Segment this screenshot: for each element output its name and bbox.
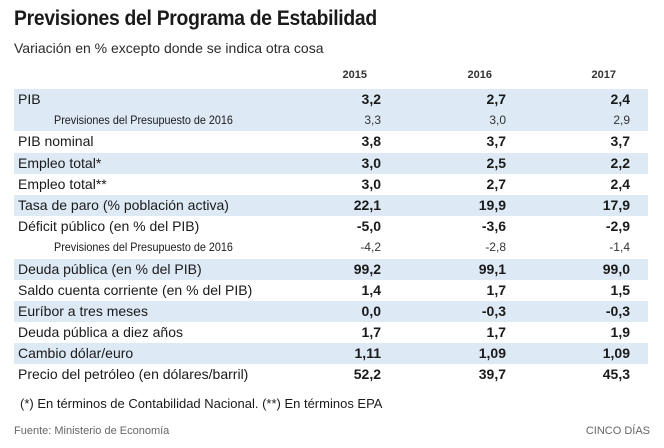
cell-2015: 0,0 <box>361 302 381 319</box>
cell-2017: 99,0 <box>602 260 630 277</box>
row-label: Empleo total* <box>18 154 102 171</box>
row-label: Previsiones del Presupuesto de 2016 <box>54 113 233 128</box>
row-label: PIB <box>18 91 41 107</box>
table-row: Empleo total** 3,0 2,7 2,4 <box>14 174 648 195</box>
cell-2016: 39,7 <box>478 366 506 383</box>
row-label: Deuda pública a diez años <box>18 324 184 341</box>
table-row: Previsiones del Presupuesto de 2016 3,3 … <box>14 110 648 132</box>
table-row: Euríbor a tres meses 0,0 -0,3 -0,3 <box>14 300 648 323</box>
table-row: Tasa de paro (% población activa) 22,1 1… <box>14 194 648 217</box>
cell-2017: -1,4 <box>609 240 630 255</box>
cell-2017: 2,2 <box>610 154 630 171</box>
row-label: PIB nominal <box>18 133 94 150</box>
cell-2015: 1,4 <box>361 281 381 298</box>
cell-2017: 2,9 <box>613 113 630 128</box>
table-row: PIB 3,2 2,7 2,4 <box>14 89 648 111</box>
cell-2016: 3,7 <box>486 133 506 150</box>
row-label: Euríbor a tres meses <box>18 302 148 319</box>
cell-2015: 3,8 <box>361 133 381 150</box>
cell-2016: -0,3 <box>481 302 506 319</box>
cell-2017: -0,3 <box>605 302 630 319</box>
cell-2017: 1,09 <box>602 345 630 362</box>
cell-2016: 2,5 <box>486 154 506 171</box>
cell-2017: 3,7 <box>610 133 630 150</box>
cell-2015: 3,3 <box>364 113 381 128</box>
cell-2016: 3,0 <box>489 113 506 128</box>
cell-2015: 3,0 <box>361 154 381 171</box>
cell-2016: 1,7 <box>486 281 506 298</box>
cell-2017: 17,9 <box>602 196 630 213</box>
row-label: Tasa de paro (% población activa) <box>18 196 229 213</box>
table-row: Precio del petróleo (en dólares/barril) … <box>14 364 648 385</box>
cell-2016: 2,7 <box>486 91 506 107</box>
table-row: Cambio dólar/euro 1,11 1,09 1,09 <box>14 343 648 365</box>
cell-2017: -2,9 <box>605 218 630 235</box>
cell-2017: 1,5 <box>610 281 630 298</box>
row-label: Cambio dólar/euro <box>18 345 134 362</box>
year-header-2017: 2017 <box>591 69 616 81</box>
table-row: Empleo total* 3,0 2,5 2,2 <box>14 152 648 174</box>
cell-2017: 45,3 <box>602 366 630 383</box>
cell-2015: 1,7 <box>361 324 381 341</box>
cell-2016: 99,1 <box>478 260 506 277</box>
year-header-2015: 2015 <box>342 69 367 81</box>
forecast-table: PIB 3,2 2,7 2,4 Previsiones del Presupue… <box>14 89 648 386</box>
cell-2016: -2,8 <box>485 240 506 255</box>
row-label: Empleo total** <box>18 175 107 192</box>
page-subtitle: Variación en % excepto donde se indica o… <box>14 40 324 56</box>
table-row: Deuda pública (en % del PIB) 99,2 99,1 9… <box>14 258 648 280</box>
table-row: Previsiones del Presupuesto de 2016 -4,2… <box>14 237 648 258</box>
cell-2015: 3,2 <box>361 91 381 107</box>
cell-2016: 1,09 <box>478 345 506 362</box>
cell-2015: -4,2 <box>360 240 381 255</box>
row-label: Previsiones del Presupuesto de 2016 <box>54 240 233 255</box>
cell-2015: 99,2 <box>353 260 381 277</box>
cell-2015: 1,11 <box>354 345 381 362</box>
footnote: (*) En términos de Contabilidad Nacional… <box>20 396 383 411</box>
source-credit: Fuente: Ministerio de Economía <box>14 425 170 437</box>
cell-2017: 1,9 <box>610 324 630 341</box>
row-label: Déficit público (en % del PIB) <box>18 218 200 235</box>
row-label: Precio del petróleo (en dólares/barril) <box>18 366 249 383</box>
cell-2016: 2,7 <box>486 175 506 192</box>
cell-2016: 1,7 <box>486 324 506 341</box>
cell-2017: 2,4 <box>610 175 630 192</box>
page-title: Previsiones del Programa de Estabilidad <box>14 7 377 30</box>
table-row: Deuda pública a diez años 1,7 1,7 1,9 <box>14 322 648 343</box>
cell-2015: 52,2 <box>353 366 381 383</box>
table-row: PIB nominal 3,8 3,7 3,7 <box>14 131 648 152</box>
row-label: Deuda pública (en % del PIB) <box>18 260 202 277</box>
table-row: Saldo cuenta corriente (en % del PIB) 1,… <box>14 280 648 301</box>
cell-2016: 19,9 <box>478 196 506 213</box>
year-header-2016: 2016 <box>467 69 492 81</box>
cell-2015: 3,0 <box>361 175 381 192</box>
publisher-brand: CINCO DÍAS <box>585 425 650 437</box>
cell-2017: 2,4 <box>610 91 630 107</box>
cell-2016: -3,6 <box>481 218 506 235</box>
cell-2015: -5,0 <box>356 218 381 235</box>
cell-2015: 22,1 <box>353 196 381 213</box>
row-label: Saldo cuenta corriente (en % del PIB) <box>18 281 253 298</box>
table-row: Déficit público (en % del PIB) -5,0 -3,6… <box>14 216 648 237</box>
